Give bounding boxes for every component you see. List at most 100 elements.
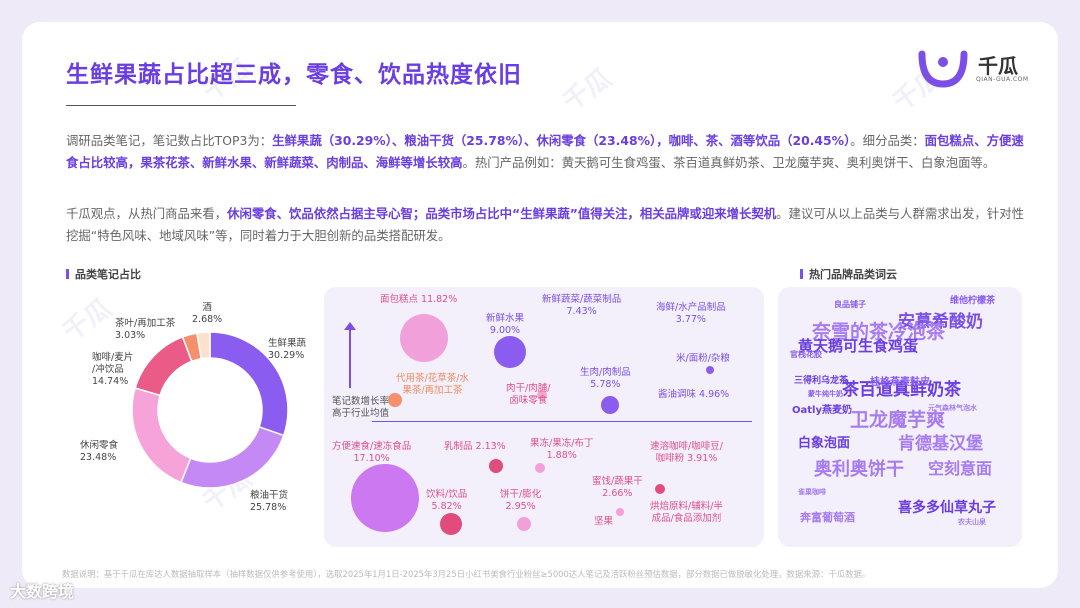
bubble-label-line: 新鲜水果 [486,313,525,324]
pie-label-pct: 23.48% [80,452,117,463]
axis-label-line: 笔记数增长率 [332,396,390,407]
bubble-label-line: 海鲜/水产品制品 [656,302,726,313]
cloud-word: 桂格燕麦麸皮 [870,377,930,388]
axis-label-line: 高于行业均值 [332,408,390,419]
bubble-label-line: 果茶/再加工茶 [402,385,463,396]
growth-axis-arrow [344,322,356,388]
logo-name: 千瓜 [978,54,1018,78]
cloud-word: 喜多多仙草丸子 [898,500,996,516]
donut-slice [131,387,192,484]
bubble-label-line: 2.95% [505,501,536,512]
bubble-label: 饮料/饮品 5.82% [426,489,467,513]
bubble-label-line: 饼干/膨化 [500,489,542,500]
bubble-label: 饼干/膨化 2.95% [500,489,541,513]
pie-label-name: 休闲零食 [80,440,119,451]
bubble-label-line: 方便速食/速冻食品 [332,441,412,452]
pie-label-pct: 3.03% [115,330,146,341]
pie-label-snack: 休闲零食 23.48% [80,440,118,464]
bubble-label: 速溶咖啡/咖啡豆/咖啡粉 3.91% [650,441,723,465]
section-title-wordcloud: 热门品牌品类词云 [800,266,897,282]
donut-slice [134,336,193,397]
pie-label-name: 茶叶/再加工茶 [115,318,176,329]
cloud-word: 官栈花胶 [790,350,822,359]
bubble [706,366,714,374]
cloud-word: 肯德基汉堡 [898,434,983,454]
bubble-label-line: 烘焙原料/辅料/半 [650,501,723,512]
bubble-label-line: 5.78% [590,379,621,390]
cloud-word: 蒙牛纯牛奶 [808,390,843,398]
bubble-label-line: 9.00% [489,325,521,336]
bubble-label-line: 肉干/肉脯/ [506,383,551,394]
cloud-word: 雀巢咖啡 [798,488,826,496]
section-title-category-share: 品类笔记占比 [66,266,141,282]
bubble-label: 海鲜/水产品制品 3.77% [656,302,726,326]
donut-slice [179,426,285,489]
cloud-word: Oatly燕麦奶 [792,405,852,416]
cloud-word: 茶百道真鲜奶茶 [842,380,961,400]
bubble-label-line: 2.66% [602,488,633,499]
cloud-word: 农夫山泉 [958,518,986,526]
pie-label-wine: 酒 2.68% [192,302,222,326]
page-title: 生鲜果蔬占比超三成，零食、饮品热度依旧 [66,62,522,88]
bubble-label: 酱油调味 4.96% [658,389,729,401]
bubble-label-line: 5.82% [431,501,462,512]
pie-label-grain: 粮油干货 25.78% [250,490,288,514]
bubble-label: 面包糕点 11.82% [380,294,457,306]
axis-label: 笔记数增长率 高于行业均值 [332,396,389,420]
bubble-label-line: 乳制品 2.13% [444,441,506,452]
cloud-word: 奔富葡萄酒 [800,511,855,524]
bubble [489,459,503,473]
text-span: 调研品类笔记，笔记数占比TOP3为： [66,133,273,148]
bubble [388,393,402,407]
bubble-label: 方便速食/速冻食品 17.10% [332,441,411,465]
title-divider [66,105,296,106]
data-footnote: 数据说明：基于千瓜在库达人数据抽取样本（抽样数据仅供参考使用），选取2025年1… [62,569,871,579]
wordcloud-panel: 安慕希酸奶 奈雪的茶冷泡茶 黄天鹅可生食鸡蛋 茶百道真鲜奶茶 卫龙魔芋爽 白象泡… [778,287,1022,547]
bubble-label-line: 生肉/肉制品 [580,367,631,378]
cloud-word: 元气森林气泡水 [928,404,977,412]
bubble-label-line: 3.77% [675,314,706,325]
pie-label-name: 咖啡/麦片 [92,352,134,363]
opinion-paragraph: 千瓜观点，从热门商品来看，休闲零食、饮品依然占据主导心智；品类市场占比中“生鲜果… [66,203,1026,247]
pie-label-pct: 25.78% [250,502,287,513]
cloud-word: 白象泡面 [798,436,851,451]
donut-slice [196,331,211,360]
bubble-label-line: 饮料/饮品 [426,489,468,500]
bubble-label: 乳制品 2.13% [444,441,506,453]
text-span: 千瓜观点，从热门商品来看， [66,206,228,221]
cloud-word: 奈雪的茶冷泡茶 [812,321,946,343]
bubble-label-line: 成品/食品添加剂 [651,513,722,524]
bubble [655,484,665,494]
pie-label-name: 粮油干货 [250,490,289,501]
qiangua-logo-icon [918,50,968,88]
bubble [494,336,526,368]
bubble-label-line: 坚果 [594,516,614,527]
bubble-label-line: 17.10% [353,453,390,464]
bubble-label-line: 1.88% [546,450,577,461]
bubble [400,314,448,362]
pie-label-name: 生鲜果蔬 [268,338,307,349]
pie-label-pct: 14.74% [92,376,129,387]
cloud-word: 安慕希酸奶 [898,312,983,332]
pie-label-tea: 茶叶/再加工茶 3.03% [115,318,175,342]
average-line [372,421,752,422]
bubble-label-line: 面包糕点 11.82% [380,294,458,305]
highlight-text: 生鲜果蔬（30.29%）、粮油干货（25.78%）、休闲零食（23.48%），咖… [272,133,851,148]
bubble-label-line: 米/面粉/杂粮 [676,353,730,364]
cloud-word: 卫龙魔芋爽 [850,409,946,431]
cloud-word: 维他柠檬茶 [950,296,996,306]
bubble [616,508,624,516]
pie-label-pct: 30.29% [268,350,305,361]
bubble [537,390,547,400]
pie-label-fresh: 生鲜果蔬 30.29% [268,338,306,362]
pie-label-coffee: 咖啡/麦片 /冲饮品 14.74% [92,352,133,388]
text-span: 。热门产品例如：黄天鹅可生食鸡蛋、茶百道真鲜奶茶、卫龙魔芋爽、奥利奥饼干、白象泡… [462,155,996,170]
bubble-label-line: 酱油调味 4.96% [658,389,730,400]
bubble-label: 坚果 [594,516,613,528]
source-brand: 大数跨境 [10,582,75,601]
bubble [351,464,419,532]
logo-domain: QIAN-GUA.COM [976,76,1029,83]
cloud-word: 空刻意面 [928,459,993,478]
bubble [440,513,462,535]
bubble-label-line: 速溶咖啡/咖啡豆/ [650,441,723,452]
